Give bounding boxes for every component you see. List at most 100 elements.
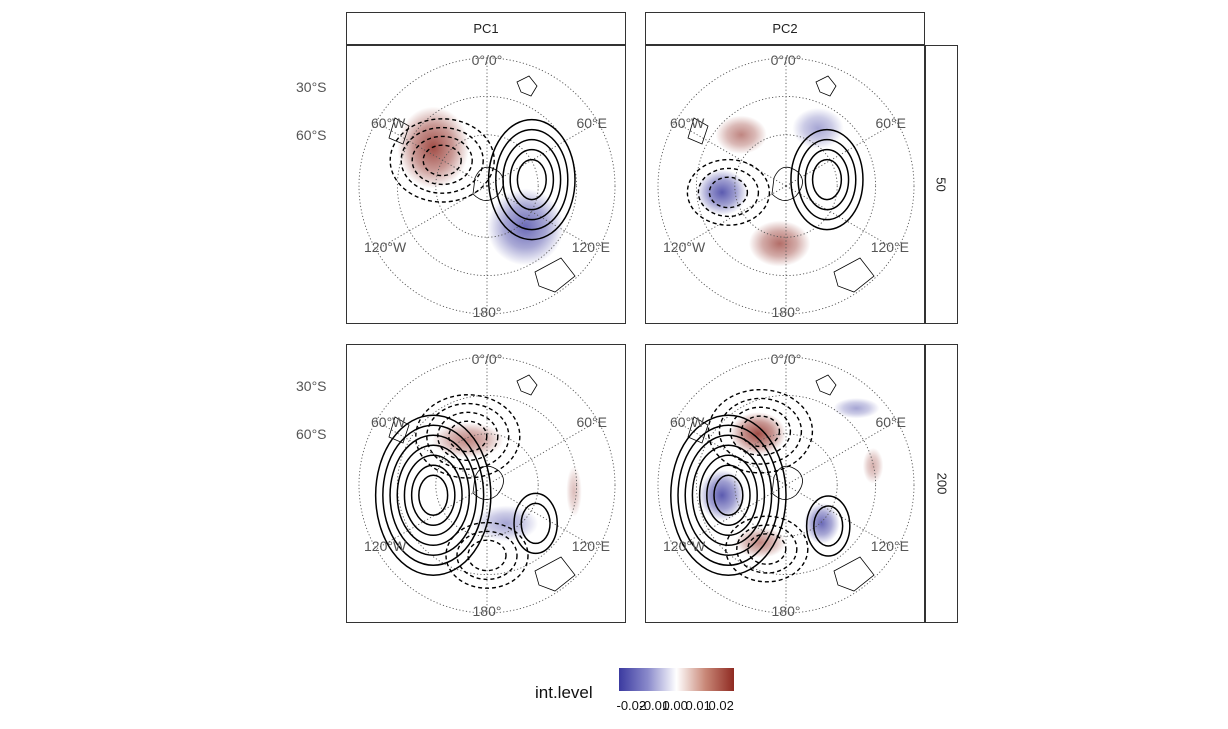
positive-contour	[520, 502, 551, 545]
meridian-line	[375, 185, 488, 251]
legend-colorbar	[619, 668, 734, 691]
anomaly-blob	[566, 465, 582, 517]
coastlines	[388, 75, 576, 293]
meridian-line	[375, 420, 488, 486]
meridian-line	[674, 420, 787, 486]
negative-contour	[718, 397, 803, 465]
polar-map: 0°/0° 60°E 60°W 120°E 120°W 180°	[657, 52, 915, 320]
lon-label-120e: 120°E	[871, 538, 909, 554]
australia-coastline	[534, 257, 576, 293]
positive-contour	[811, 158, 843, 201]
meridian-line	[674, 121, 787, 187]
africa-coastline	[815, 374, 837, 396]
positive-contour	[410, 464, 456, 526]
facet-strip-row-200: 200	[925, 344, 958, 623]
legend-tick-label: 0.02	[708, 698, 734, 713]
positive-contour	[509, 148, 555, 211]
lon-label-0: 0°/0°	[771, 52, 802, 68]
africa-coastline	[815, 75, 837, 97]
negative-contour	[456, 530, 518, 581]
positive-contour	[790, 128, 864, 231]
positive-contour	[403, 454, 463, 536]
latitude-circle	[358, 356, 616, 614]
facet-strip-pc2: PC2	[645, 12, 925, 45]
positive-contour	[513, 492, 558, 555]
lon-label-0: 0°/0°	[771, 351, 802, 367]
lon-label-120w: 120°W	[364, 538, 407, 554]
meridian-line	[785, 420, 898, 486]
antarctica-coastline	[472, 465, 504, 500]
meridian-line	[375, 121, 488, 187]
shaded-anomalies	[698, 397, 884, 558]
lat-label-30s-top: 30°S	[296, 79, 327, 95]
polar-map: 0°/0° 60°E 60°W 120°E 120°W 180°	[358, 351, 616, 619]
meridian-line	[785, 484, 898, 550]
positive-contour	[684, 434, 773, 556]
polar-map: 0°/0° 60°E 60°W 120°E 120°W 180°	[358, 52, 616, 320]
negative-contour	[708, 176, 749, 209]
positive-contour	[418, 474, 449, 516]
anomaly-blob	[715, 115, 767, 154]
anomaly-blob	[431, 422, 504, 459]
australia-coastline	[833, 257, 875, 293]
lon-label-120e: 120°E	[871, 239, 909, 255]
legend-tick-label: -0.02	[616, 698, 647, 713]
latitude-circle	[435, 134, 539, 238]
lon-label-120w: 120°W	[663, 239, 706, 255]
australia-coastline	[833, 556, 875, 592]
map-panel-pc1-50: 0°/0° 60°E 60°W 120°E 120°W 180°	[346, 45, 626, 324]
positive-contour	[396, 444, 470, 546]
shaded-anomalies	[696, 107, 844, 267]
anomaly-blob	[696, 169, 748, 216]
negative-contour	[400, 126, 484, 194]
lat-label-30s-bottom: 30°S	[296, 378, 327, 394]
latitude-circle	[435, 433, 539, 537]
anomaly-blob	[487, 188, 564, 266]
positive-contour	[389, 434, 478, 556]
positive-contour	[706, 464, 751, 526]
negative-contour	[437, 411, 499, 462]
lon-label-0: 0°/0°	[472, 52, 503, 68]
anomaly-blob	[729, 412, 786, 456]
africa-coastline	[516, 75, 538, 97]
coastlines	[687, 75, 875, 293]
negative-contour	[747, 533, 787, 565]
negative-contour	[725, 515, 809, 583]
positive-contour	[797, 138, 857, 221]
lon-label-180: 180°	[473, 304, 502, 320]
legend-tick-label: 0.00	[662, 698, 688, 713]
positive-contour	[487, 118, 576, 241]
contour-lines	[389, 118, 576, 241]
lon-label-60e: 60°E	[576, 414, 607, 430]
negative-contour	[740, 415, 781, 448]
lon-label-120e: 120°E	[572, 239, 610, 255]
map-panel-pc2-50: 0°/0° 60°E 60°W 120°E 120°W 180°	[645, 45, 925, 324]
negative-contour	[422, 144, 462, 177]
positive-contour	[805, 495, 851, 557]
anomaly-blob	[698, 469, 746, 521]
negative-contour	[686, 158, 771, 226]
australia-coastline	[534, 556, 576, 592]
lon-label-180: 180°	[473, 603, 502, 619]
latitude-circle	[358, 57, 616, 315]
legend-title: int.level	[535, 683, 593, 702]
lat-label-60s-bottom: 60°S	[296, 426, 327, 442]
meridian-line	[486, 420, 599, 486]
positive-contour	[495, 128, 569, 231]
lon-label-120w: 120°W	[364, 239, 407, 255]
negative-contour	[729, 406, 792, 456]
negative-contour	[426, 402, 510, 470]
positive-contour	[382, 424, 485, 566]
south-america-coastline	[687, 117, 709, 145]
anomaly-blob	[748, 220, 811, 267]
anomaly-blob	[792, 107, 844, 149]
positive-contour	[813, 505, 844, 547]
coastlines	[388, 374, 576, 592]
latitude-circle	[734, 134, 838, 238]
contour-lines	[686, 128, 864, 231]
meridian-line	[785, 121, 898, 187]
contour-lines	[374, 394, 558, 589]
meridian-line	[486, 121, 599, 187]
meridian-line	[674, 484, 787, 550]
antarctica-coastline	[771, 166, 803, 201]
